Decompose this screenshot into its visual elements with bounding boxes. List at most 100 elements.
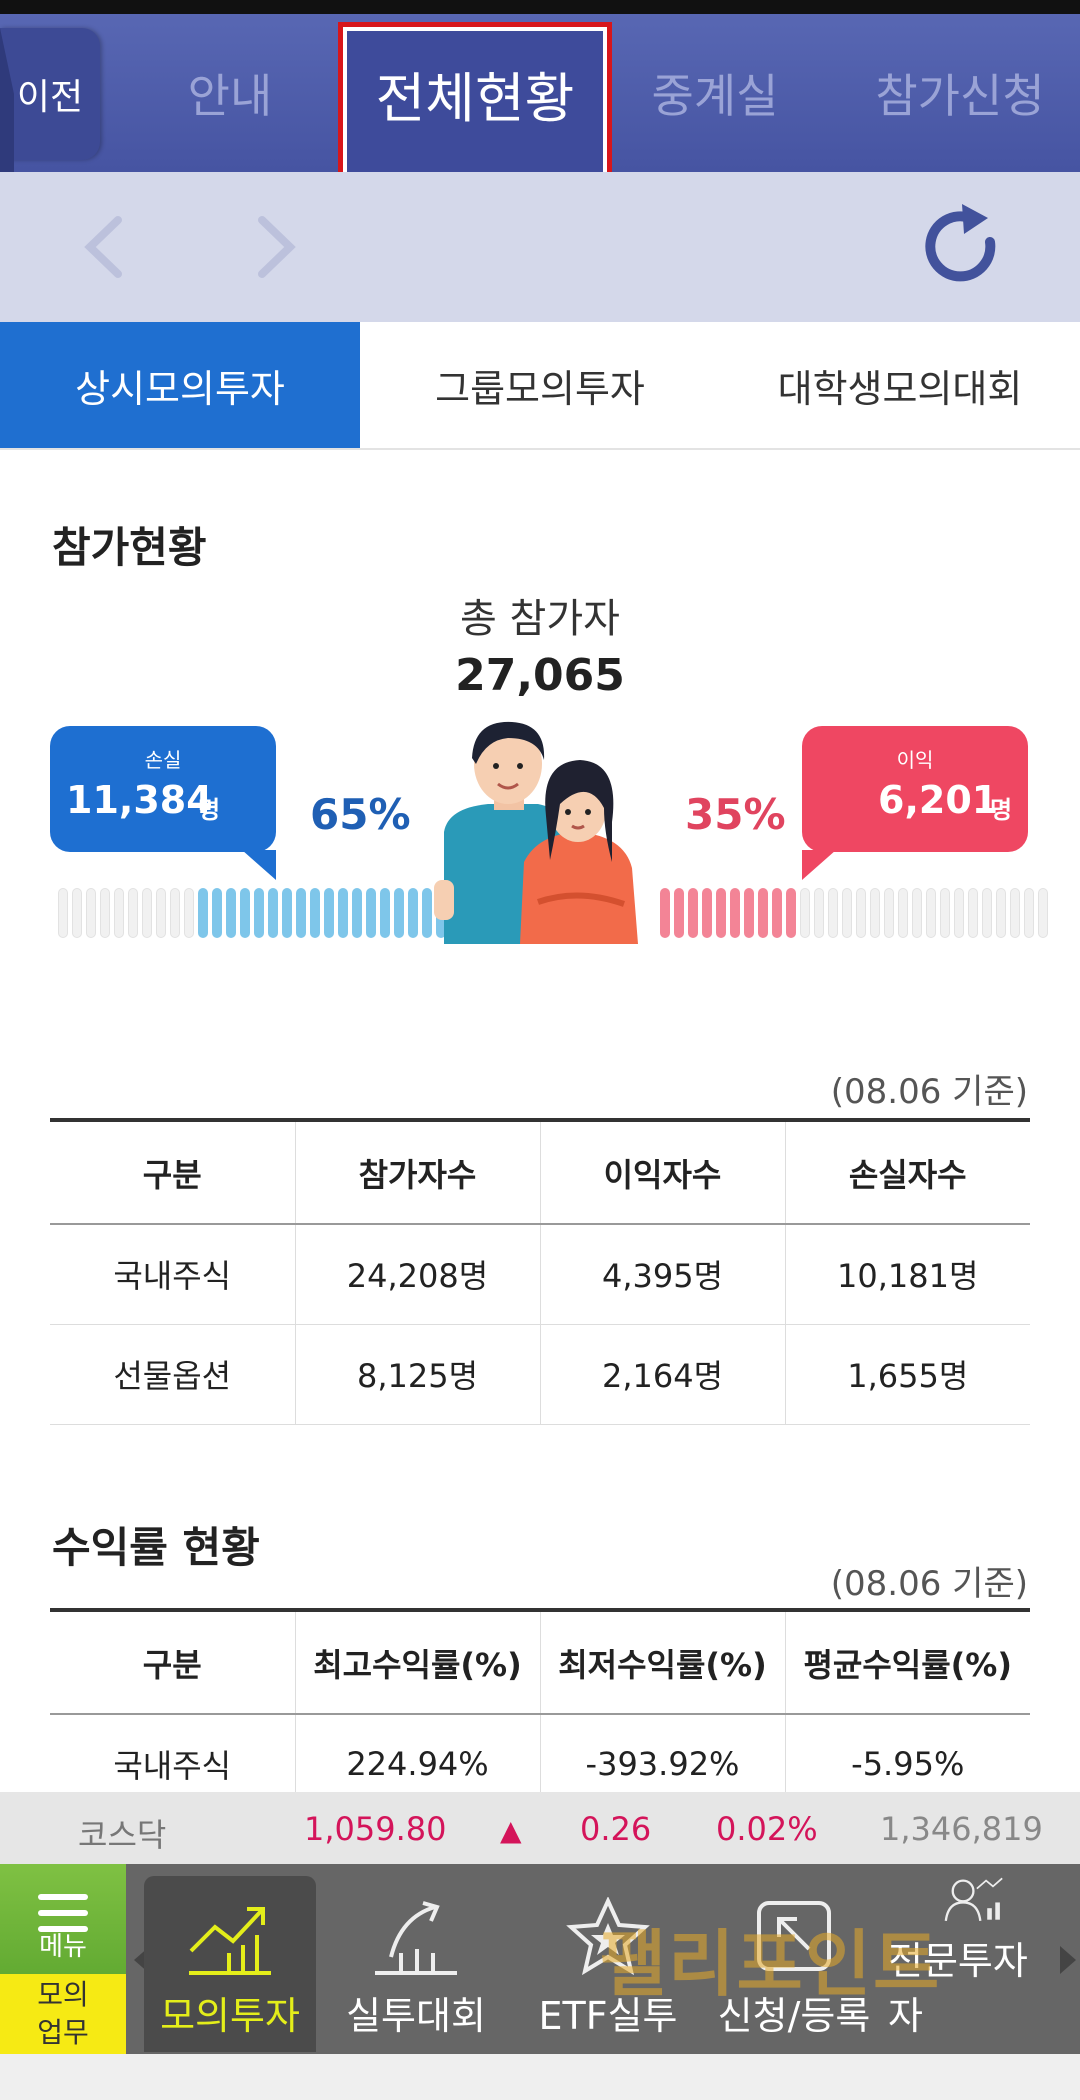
gauge-segment [58,888,68,938]
tab-overall-status-label: 전체현황 [375,66,575,130]
gain-label: 이익 [896,748,934,772]
gain-bubble: 이익 6,201 명 [802,726,1028,880]
total-participants-label: 총 참가자 [460,596,620,642]
nav-expert-investor[interactable]: 전문투자자 [888,1876,1060,2052]
gauge-segment [380,888,390,938]
gauge-segment [324,888,334,938]
gauge-segment [968,888,978,938]
table-header-cell: 평균수익률(%) [784,1608,1030,1715]
gauge-segment [940,888,950,938]
ticker-name: 코스닥 [78,1816,167,1854]
gauge-segment [898,888,908,938]
loss-unit: 명 [198,796,221,824]
nav-etf-real[interactable]: ETF실투 [522,1876,694,2052]
ticker-change-pct: 0.02% [716,1810,818,1848]
chart-up-icon [189,1907,271,1975]
nav-strip [0,172,1080,322]
table-cell: 4,395명 [539,1224,785,1325]
status-bar [0,0,1080,14]
nav-label: 전문투자자 [888,1939,1028,2038]
ticker-volume: 1,346,819 [880,1810,1043,1848]
table-cell: 2,164명 [539,1324,785,1425]
bottom-navigation: 메뉴 모의 업무 모의투자 실투대회 [0,1864,1080,2054]
table-header-cell: 이익자수 [539,1118,785,1225]
section-title-participation: 참가현황 [52,523,207,572]
growth-arrow-icon [375,1901,457,1975]
segment-group[interactable]: 그룹모의투자 [360,322,720,448]
gauge-segment [688,888,698,938]
segment-university[interactable]: 대학생모의대회 [720,322,1080,448]
star-badge-icon [566,1897,650,1976]
table-cell: 10,181명 [784,1224,1030,1325]
nav-label: 실투대회 [346,1994,486,2038]
top-tab-bar: 이전 안내 전체현황 중계실 참가신청 [0,14,1080,292]
table-header-cell: 구분 [50,1608,295,1715]
section-title-returns: 수익률 현황 [52,1523,260,1572]
nav-apply-register[interactable]: 신청/등록 [708,1876,880,2052]
refresh-icon[interactable] [918,202,1008,292]
gauge-segment [912,888,922,938]
gauge-segment [240,888,250,938]
gauge-segment [226,888,236,938]
table-cell: 1,655명 [784,1324,1030,1425]
gauge-segment [100,888,110,938]
gauge-segment [282,888,292,938]
table-row: 국내주식 24,208명 4,395명 10,181명 [50,1224,1030,1325]
menu-label: 메뉴 [39,1932,87,1962]
nav-mock-investment[interactable]: 모의투자 [144,1876,316,2052]
gauge-segment [772,888,782,938]
tab-broadcast[interactable]: 중계실 [620,14,810,172]
segment-tabs: 상시모의투자 그룹모의투자 대학생모의대회 [0,322,1080,450]
gain-percent: 35% [685,790,786,839]
gauge-segment [926,888,936,938]
gain-gauge [660,888,1048,938]
gauge-segment [1024,888,1034,938]
table-cell: 국내주식 [50,1224,295,1325]
gauge-segment [268,888,278,938]
work-label-line2: 업무 [37,2016,89,2049]
gauge-segment [86,888,96,938]
total-participants-value: 27,065 [455,650,625,701]
nav-scroll-right-icon[interactable] [1060,1946,1076,1974]
chevron-right-icon[interactable] [240,212,310,282]
gauge-segment [394,888,404,938]
gauge-segment [828,888,838,938]
bottom-strip [0,2054,1080,2100]
gauge-segment [310,888,320,938]
loss-gauge [58,888,446,938]
segment-regular[interactable]: 상시모의투자 [0,322,360,448]
table-cell: 선물옵션 [50,1324,295,1425]
work-mode-badge[interactable]: 모의 업무 [0,1974,126,2054]
nav-real-contest[interactable]: 실투대회 [330,1876,502,2052]
gauge-segment [72,888,82,938]
tab-guide[interactable]: 안내 [130,14,330,172]
gauge-segment [884,888,894,938]
gauge-segment [716,888,726,938]
back-button[interactable]: 이전 [0,28,100,292]
table-header-cell: 최저수익률(%) [539,1608,785,1715]
hamburger-icon [38,1894,88,1942]
gauge-segment [996,888,1006,938]
gauge-segment [870,888,880,938]
gauge-segment [758,888,768,938]
tab-apply[interactable]: 참가신청 [845,14,1075,172]
chevron-left-icon[interactable] [70,212,140,282]
register-icon [757,1901,831,1971]
returns-table: 구분 최고수익률(%) 최저수익률(%) 평균수익률(%) 국내주식 224.9… [50,1608,1030,1815]
menu-button[interactable]: 메뉴 모의 업무 [0,1864,126,2054]
gauge-segment [674,888,684,938]
table-header-row: 구분 참가자수 이익자수 손실자수 [50,1118,1030,1225]
gauge-segment [352,888,362,938]
gauge-segment [198,888,208,938]
table-row: 선물옵션 8,125명 2,164명 1,655명 [50,1324,1030,1425]
table-header-row: 구분 최고수익률(%) 최저수익률(%) 평균수익률(%) [50,1608,1030,1715]
table-header-cell: 최고수익률(%) [294,1608,540,1715]
market-ticker[interactable]: 코스닥 1,059.80 ▲ 0.26 0.02% 1,346,819 [0,1792,1080,1864]
gauge-segment [814,888,824,938]
loss-value: 11,384 [66,778,213,822]
work-label-line1: 모의 [37,1978,89,2011]
gauge-segment [842,888,852,938]
tab-overall-status[interactable]: 전체현황 [345,14,605,172]
nav-label: 신청/등록 [717,1994,871,2038]
gain-value: 6,201 [878,778,999,822]
